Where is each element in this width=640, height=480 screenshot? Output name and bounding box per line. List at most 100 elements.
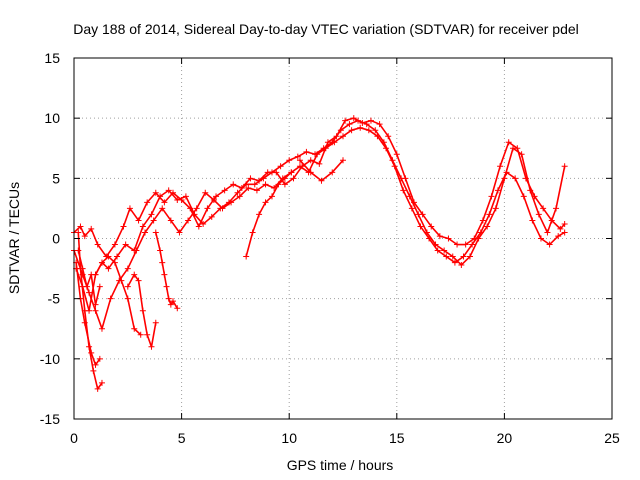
data-point — [408, 205, 415, 212]
data-point — [243, 253, 250, 260]
data-point — [512, 175, 519, 182]
data-point — [148, 211, 155, 218]
data-point — [111, 259, 118, 266]
data-point — [479, 217, 486, 224]
series-track-11 — [296, 157, 346, 184]
data-point — [225, 199, 232, 206]
data-point — [318, 177, 325, 184]
data-point — [144, 331, 151, 338]
x-tick-label: 10 — [281, 430, 297, 446]
data-point — [262, 199, 269, 206]
series-track-1 — [71, 115, 568, 260]
data-point — [281, 175, 288, 182]
data-point — [380, 139, 387, 146]
grid — [74, 58, 612, 419]
data-point — [88, 349, 95, 356]
data-point — [96, 283, 103, 290]
data-point — [290, 175, 297, 182]
data-point — [135, 277, 142, 284]
data-point — [505, 139, 512, 146]
data-point — [458, 261, 465, 268]
data-point — [329, 139, 336, 146]
series-track-3 — [73, 117, 568, 314]
data-point — [488, 193, 495, 200]
data-point — [245, 184, 252, 191]
series-line — [73, 117, 566, 258]
data-point — [98, 379, 105, 386]
data-point — [365, 127, 372, 134]
data-point — [144, 199, 151, 206]
data-point — [417, 223, 424, 230]
data-point — [176, 229, 183, 236]
data-point — [124, 265, 131, 272]
x-tick-label: 5 — [178, 430, 186, 446]
data-point — [398, 175, 405, 182]
data-point — [152, 189, 159, 196]
chart-title: Day 188 of 2014, Sidereal Day-to-day VTE… — [73, 21, 579, 37]
data-point — [111, 241, 118, 248]
data-point — [167, 217, 174, 224]
data-point — [195, 223, 202, 230]
data-point — [307, 157, 314, 164]
data-point — [124, 295, 131, 302]
data-point — [90, 367, 97, 374]
data-point — [342, 117, 349, 124]
data-point — [434, 247, 441, 254]
data-point — [355, 117, 362, 124]
data-point — [268, 169, 275, 176]
series-track-10 — [243, 169, 295, 260]
data-point — [540, 205, 547, 212]
data-point — [340, 157, 346, 164]
data-point — [484, 223, 491, 230]
data-point — [316, 160, 323, 167]
data-point — [376, 121, 383, 128]
data-point — [94, 385, 101, 392]
data-point — [494, 187, 501, 194]
data-point — [92, 361, 99, 368]
series-line — [94, 255, 142, 336]
axis-ticks: 0 5 10 15 20 25 -15 -10 -5 0 5 10 15 — [40, 50, 620, 446]
data-point — [157, 247, 164, 254]
data-point — [139, 307, 146, 314]
data-point — [253, 187, 260, 194]
data-point — [204, 205, 211, 212]
data-point — [454, 241, 461, 248]
y-tick-label: -10 — [40, 351, 60, 367]
data-point — [372, 127, 379, 134]
data-point — [234, 189, 241, 196]
data-point — [546, 241, 553, 248]
data-point — [107, 295, 114, 302]
data-point — [307, 169, 314, 176]
data-point — [529, 217, 536, 224]
data-point — [217, 205, 224, 212]
data-point — [249, 229, 256, 236]
data-point — [135, 217, 142, 224]
data-point — [346, 121, 353, 128]
data-point — [165, 187, 172, 194]
data-point — [400, 187, 407, 194]
series-track-9 — [152, 229, 181, 312]
data-point — [77, 223, 84, 230]
data-point — [428, 223, 435, 230]
y-axis-label: SDTVAR / TECUs — [6, 182, 22, 294]
data-point — [152, 319, 159, 326]
series-track-5 — [75, 229, 105, 392]
data-point — [77, 265, 84, 272]
data-point — [415, 211, 422, 218]
data-point — [303, 148, 310, 155]
series-line — [75, 261, 101, 366]
data-point — [208, 213, 215, 220]
data-point — [142, 229, 149, 236]
data-point — [436, 233, 443, 240]
data-point — [329, 169, 336, 176]
data-point — [88, 225, 95, 232]
data-point — [256, 211, 263, 218]
data-point — [432, 241, 439, 248]
data-point — [262, 181, 269, 188]
data-point — [161, 199, 168, 206]
y-tick-label: 0 — [52, 231, 60, 247]
data-point — [157, 193, 164, 200]
data-point — [185, 217, 192, 224]
data-point — [501, 175, 508, 182]
data-point — [350, 115, 357, 122]
